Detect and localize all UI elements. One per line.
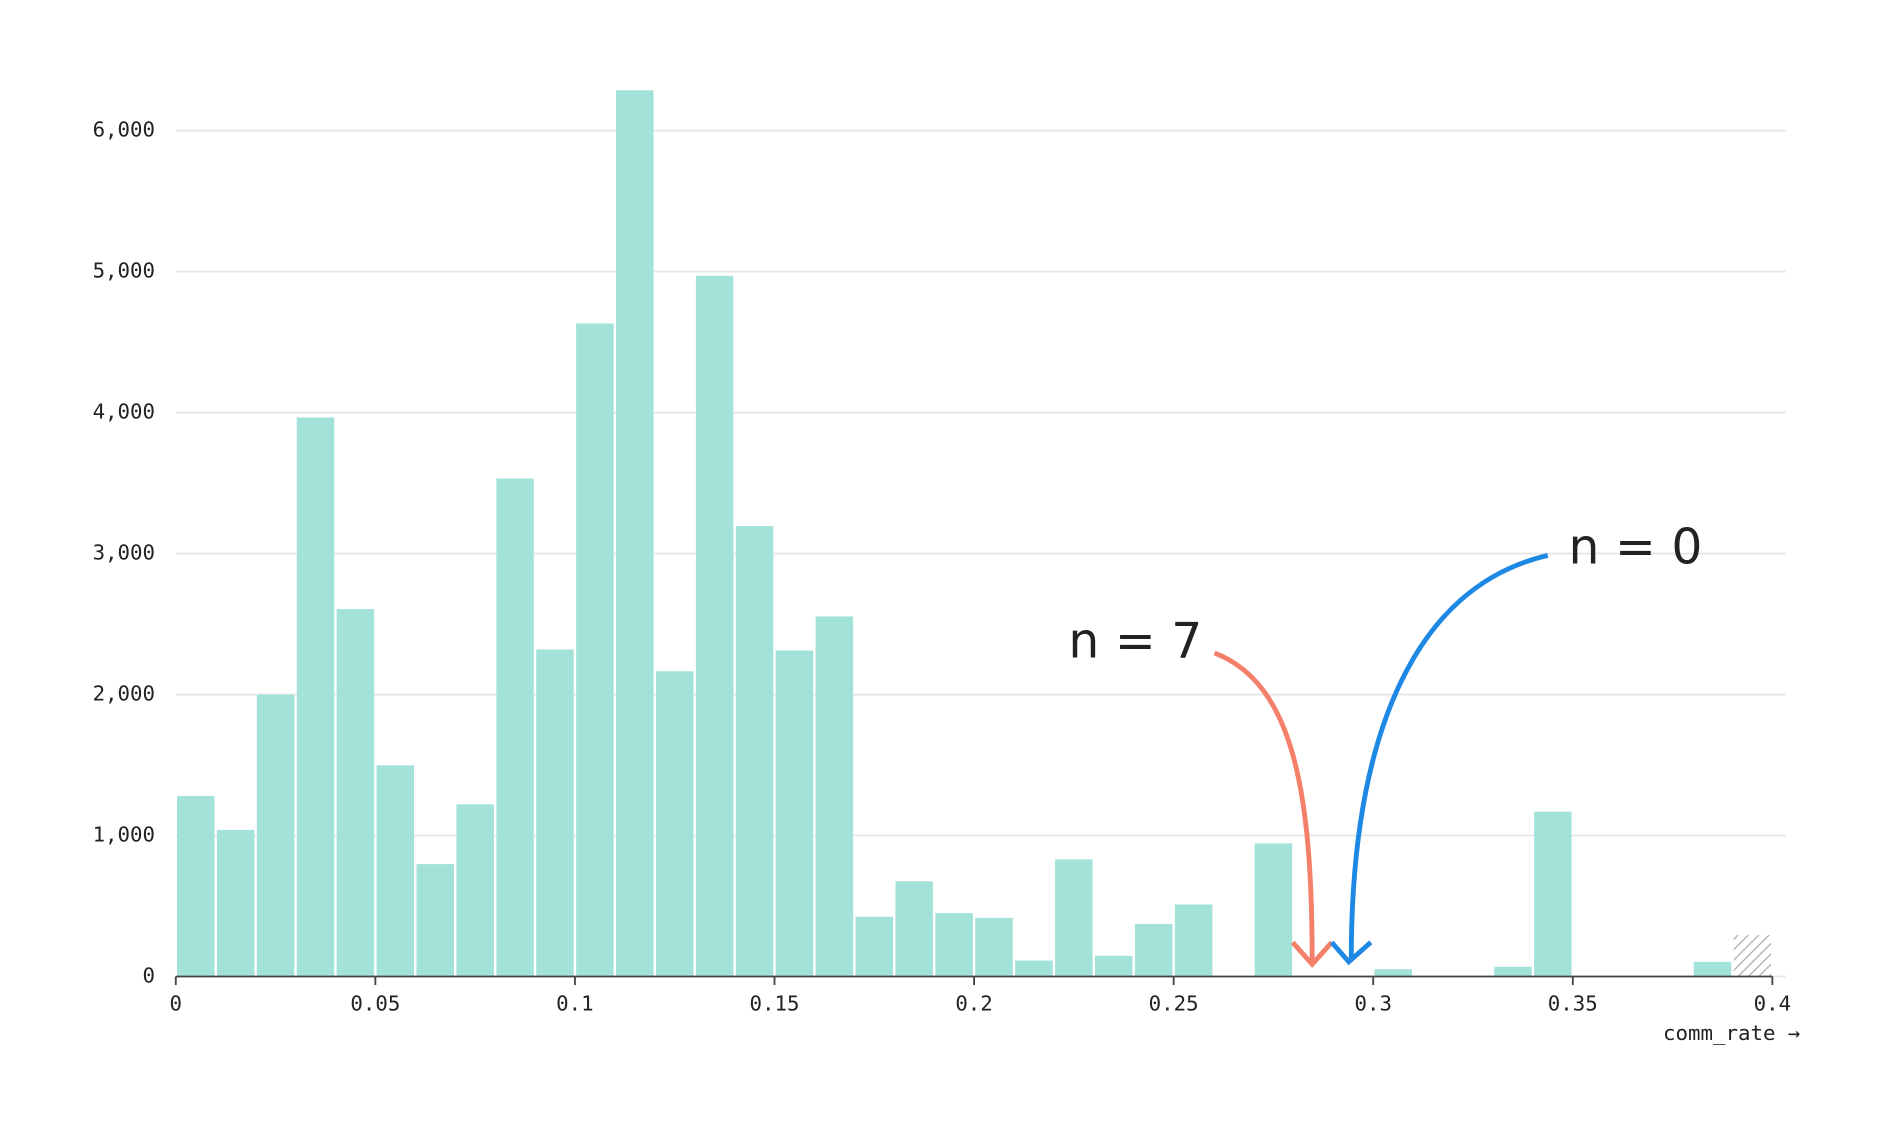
bar [1055, 859, 1093, 977]
y-tick-label: 3,000 [93, 541, 155, 565]
bar [1134, 924, 1173, 977]
bar [1534, 811, 1572, 977]
bar [177, 796, 215, 977]
bar [1693, 961, 1732, 977]
bar [216, 829, 255, 977]
annotation-arrow [1213, 650, 1315, 962]
bar [1733, 935, 1772, 977]
bar [376, 765, 415, 977]
bar [695, 275, 734, 977]
x-tick-label: 0 [170, 992, 183, 1016]
bar [1254, 843, 1293, 977]
y-tick-label: 5,000 [93, 259, 155, 283]
bar [416, 864, 454, 977]
bar [775, 650, 814, 977]
x-tick-label: 0.1 [556, 992, 593, 1016]
y-tick-label: 2,000 [93, 682, 155, 706]
annotation: n = 7 [1068, 612, 1202, 669]
y-tick-label: 1,000 [93, 823, 155, 847]
y-tick-label: 0 [143, 963, 156, 987]
x-tick-label: 0.3 [1354, 992, 1391, 1016]
y-tick-label: 6,000 [93, 118, 155, 142]
bar [895, 881, 933, 977]
y-tick-label: 4,000 [93, 400, 155, 424]
bar [456, 804, 494, 977]
bar [536, 649, 574, 977]
bar [975, 917, 1013, 977]
bar [1494, 966, 1532, 977]
x-tick-label: 0.2 [955, 992, 992, 1016]
bar [735, 526, 774, 977]
annotation-arrowhead [1290, 940, 1334, 968]
bar [496, 478, 534, 977]
bar [655, 671, 694, 977]
bar [1095, 955, 1133, 977]
annotation-arrowhead [1329, 940, 1373, 966]
bar [256, 694, 295, 977]
annotation-arrow [1348, 553, 1549, 960]
x-tick-label: 0.35 [1548, 992, 1598, 1016]
bar [296, 417, 335, 977]
x-tick-label: 0.05 [350, 992, 400, 1016]
bar [1374, 969, 1412, 977]
x-axis-label: comm_rate → [1663, 1021, 1800, 1045]
bar [935, 913, 973, 977]
x-tick-label: 0.25 [1149, 992, 1199, 1016]
bar [1174, 904, 1213, 977]
bar [616, 90, 654, 977]
bar [815, 616, 854, 977]
x-tick-label: 0.15 [750, 992, 800, 1016]
bar [336, 609, 375, 977]
bar [576, 323, 614, 977]
x-tick-label: 0.4 [1754, 992, 1791, 1016]
bar [855, 916, 894, 977]
annotation: n = 0 [1569, 518, 1703, 575]
bar [1015, 960, 1053, 977]
